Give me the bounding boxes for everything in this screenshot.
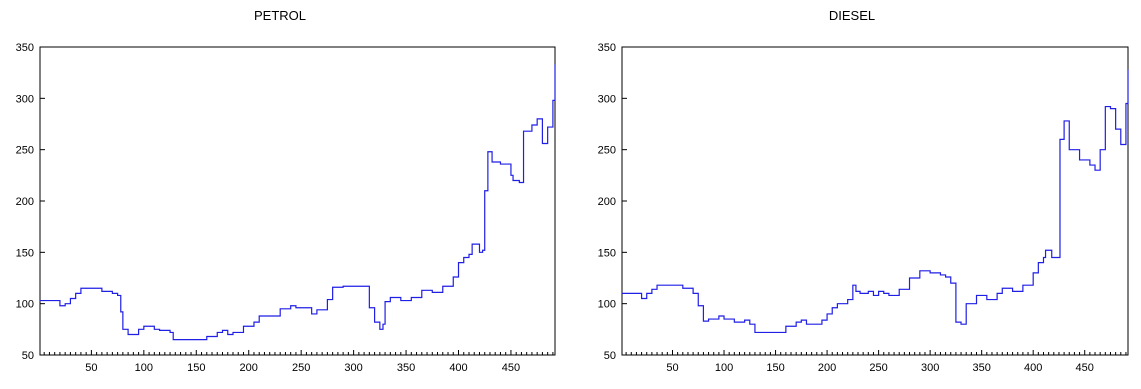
- series-line-diesel: [622, 69, 1129, 334]
- x-tick-label: 350: [397, 362, 415, 374]
- x-tick-label: 100: [715, 362, 733, 374]
- y-tick-label: 50: [22, 350, 34, 362]
- x-tick-label: 350: [972, 362, 990, 374]
- petrol-chart: 50 100 150 200 250 300 350 400 450 50 100 150 200 250…: [16, 42, 556, 374]
- diesel-chart: 50 100 150 200 250 300 350 400 450 50 100 150 200 250…: [598, 42, 1129, 374]
- petrol-chart-panel: PETROL 50 100 150 200 250 300 350 400 450 50 100 15…: [0, 0, 570, 384]
- plot-frame: [621, 46, 1129, 356]
- y-tick-label: 200: [598, 196, 616, 208]
- y-tick-label: 50: [604, 350, 616, 362]
- x-tick-label: 250: [292, 362, 310, 374]
- y-tick-label: 250: [16, 145, 34, 157]
- x-tick-label: 50: [666, 362, 678, 374]
- x-tick-label: 150: [187, 362, 205, 374]
- x-tick-label: 100: [135, 362, 153, 374]
- plot-frame: [39, 46, 556, 356]
- y-tick-label: 350: [16, 42, 34, 54]
- x-tick-label: 200: [818, 362, 836, 374]
- x-tick-label: 150: [766, 362, 784, 374]
- chart-title-petrol: PETROL: [253, 8, 306, 23]
- y-tick-label: 300: [16, 93, 34, 105]
- y-tick-label: 300: [598, 93, 616, 105]
- series-line-petrol: [40, 64, 556, 341]
- y-tick-label: 100: [598, 299, 616, 311]
- x-tick-label: 400: [1024, 362, 1042, 374]
- x-tick-label: 450: [502, 362, 520, 374]
- y-tick-label: 100: [16, 299, 34, 311]
- y-tick-label: 200: [16, 196, 34, 208]
- x-tick-label: 50: [85, 362, 97, 374]
- chart-title-diesel: DIESEL: [828, 8, 876, 23]
- y-tick-label: 150: [598, 247, 616, 259]
- x-tick-label: 400: [449, 362, 467, 374]
- x-tick-label: 300: [344, 362, 362, 374]
- diesel-chart-panel: DIESEL 50 100 150 200 250 300 350 400 450 50 100 15…: [575, 0, 1141, 384]
- y-tick-label: 150: [16, 247, 34, 259]
- x-tick-label: 450: [1076, 362, 1094, 374]
- y-tick-label: 250: [598, 145, 616, 157]
- x-tick-label: 250: [869, 362, 887, 374]
- x-tick-label: 300: [921, 362, 939, 374]
- y-tick-label: 350: [598, 42, 616, 54]
- x-tick-label: 200: [240, 362, 258, 374]
